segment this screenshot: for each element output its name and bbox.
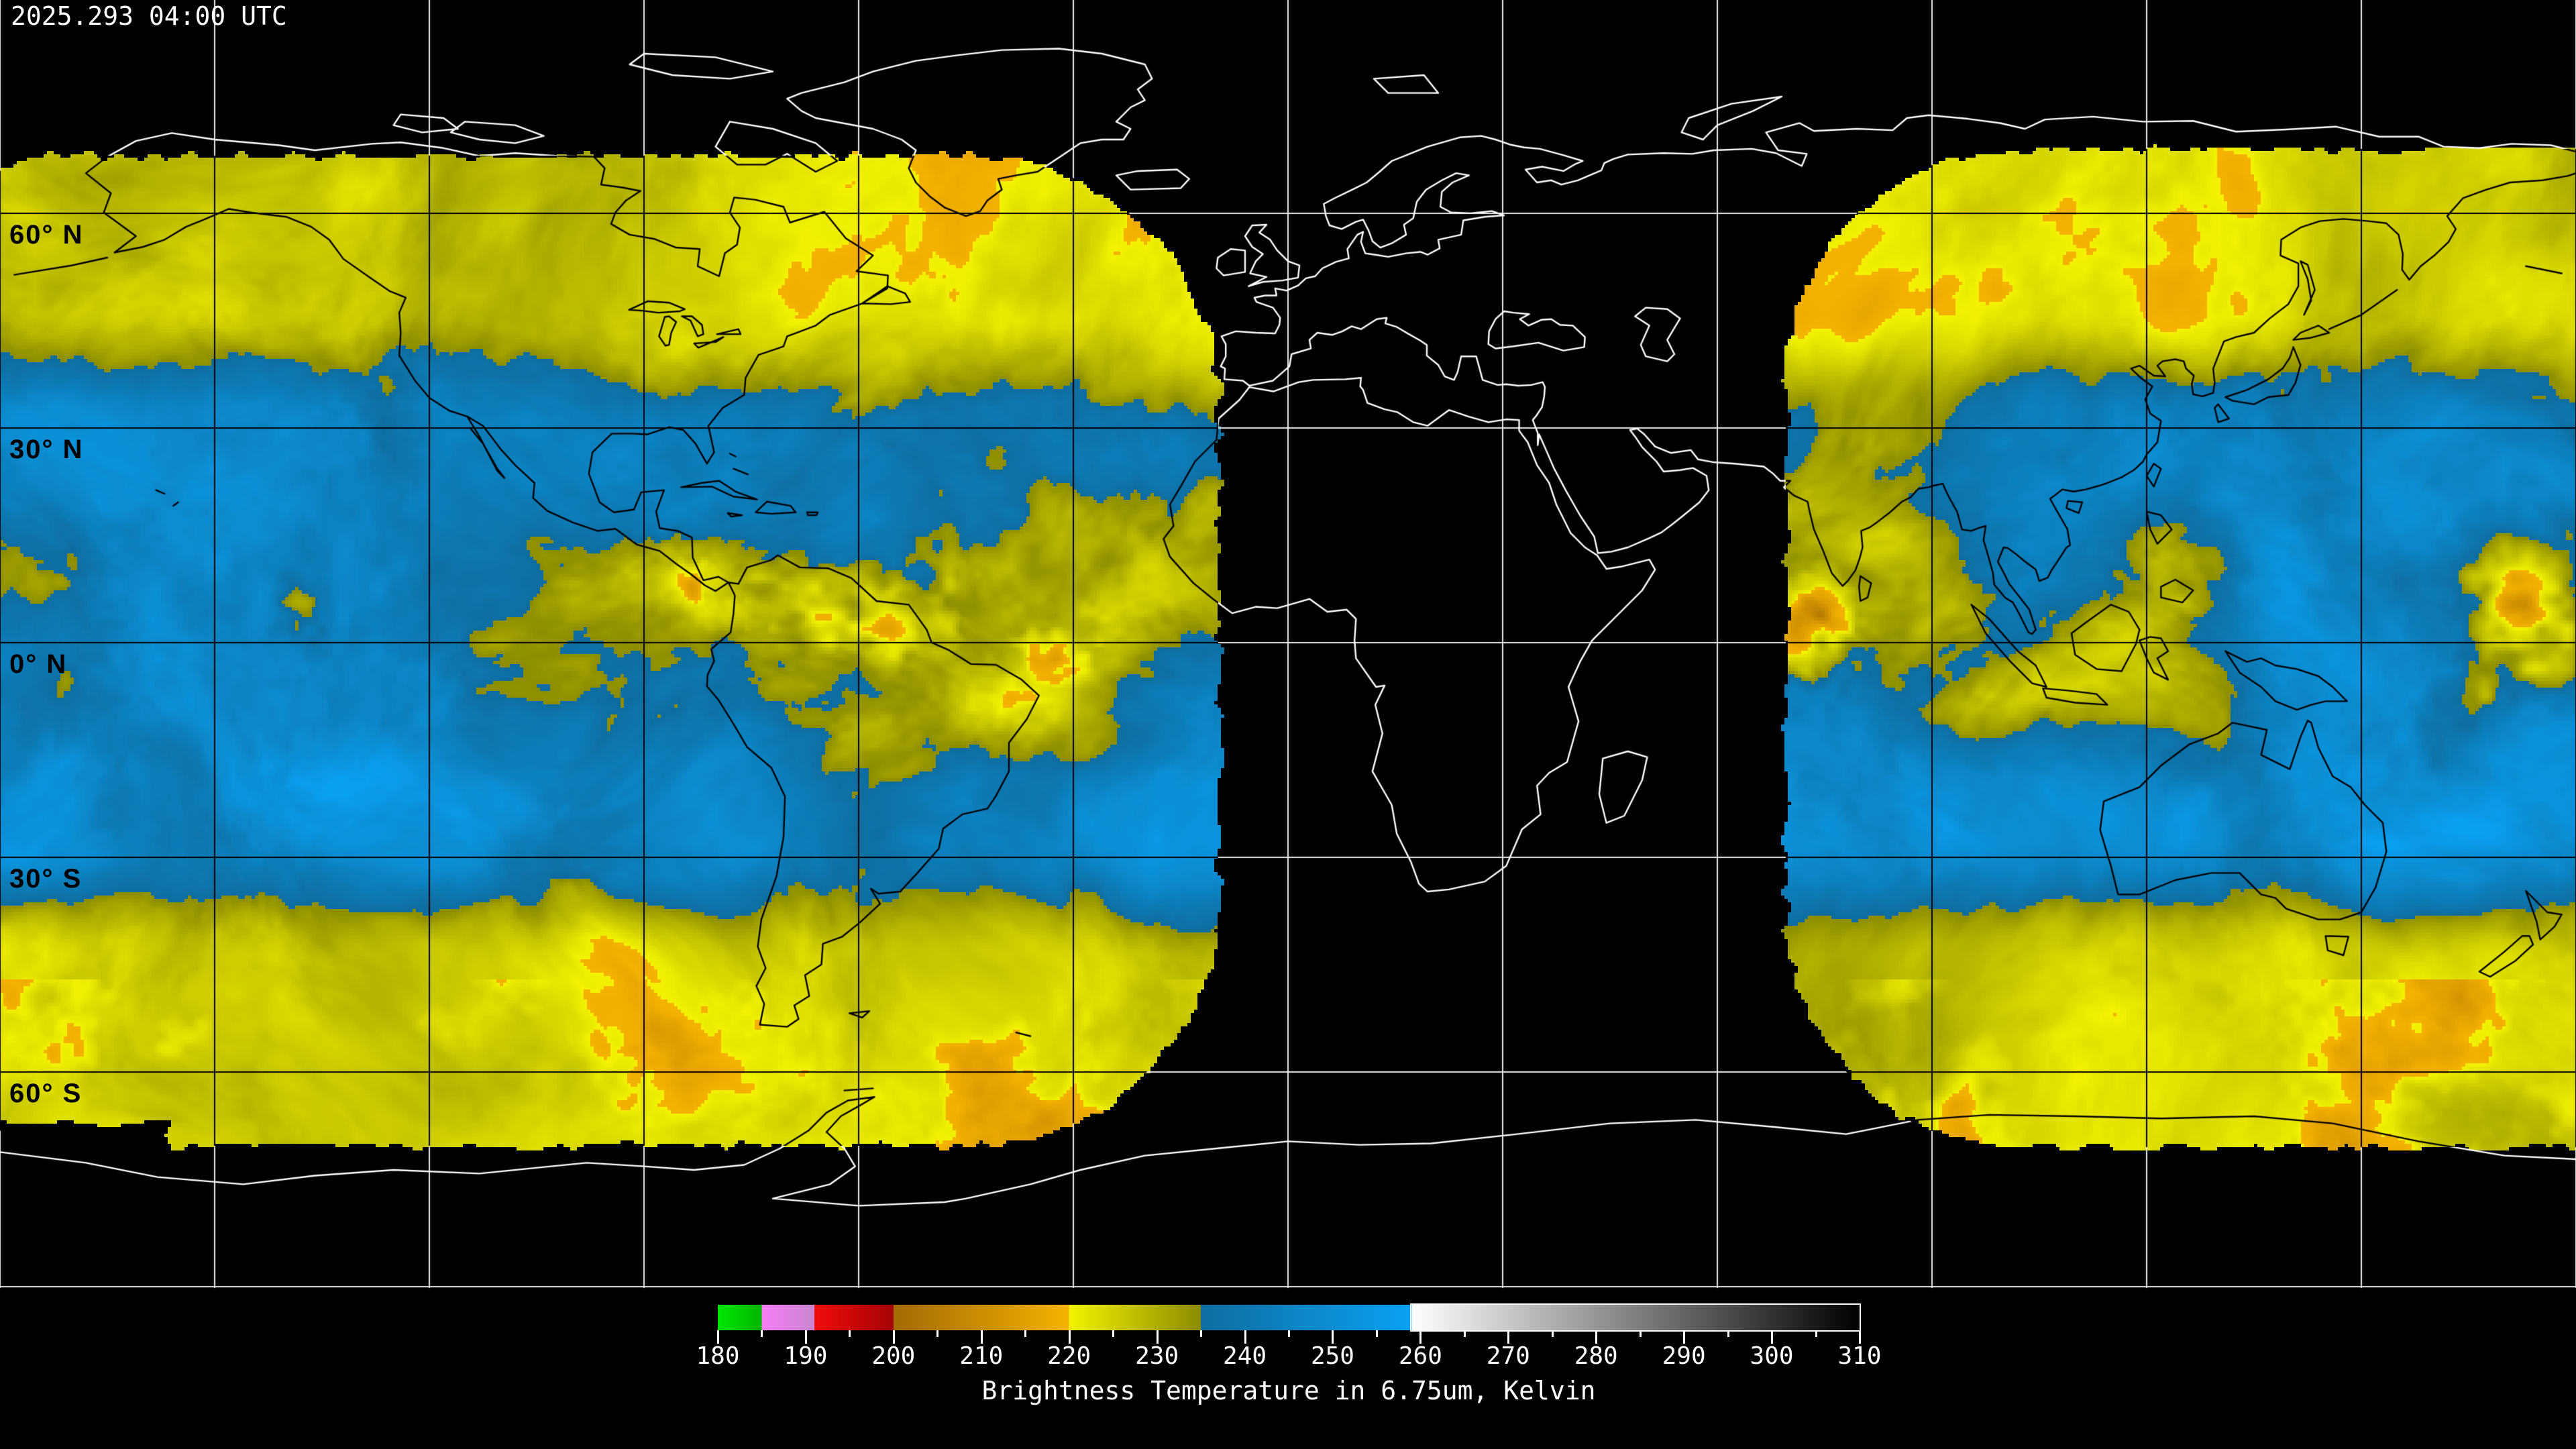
colorbar-tick	[761, 1330, 763, 1337]
colorbar-tick	[1859, 1330, 1861, 1344]
colorbar-tick-label: 300	[1750, 1342, 1794, 1370]
colorbar-tick	[1200, 1330, 1203, 1337]
colorbar-tick	[1332, 1330, 1334, 1344]
colorbar-tick-label: 220	[1047, 1342, 1091, 1370]
latitude-label: 0° N	[9, 649, 68, 679]
colorbar-tick-label: 260	[1398, 1342, 1442, 1370]
colorbar-tick	[980, 1330, 983, 1344]
colorbar-tick	[1463, 1330, 1466, 1337]
colorbar-tick-label: 290	[1662, 1342, 1706, 1370]
latitude-label: 60° N	[9, 220, 84, 250]
colorbar-tick	[1551, 1330, 1554, 1337]
colorbar-tick	[1112, 1330, 1115, 1337]
colorbar-tick	[1815, 1330, 1817, 1337]
colorbar-tick	[849, 1330, 851, 1337]
colorbar-tick	[1727, 1330, 1729, 1337]
colorbar-tick	[1683, 1330, 1686, 1344]
colorbar-tick	[1771, 1330, 1774, 1344]
colorbar-tick-label: 230	[1135, 1342, 1179, 1370]
colorbar-tick	[1024, 1330, 1027, 1337]
colorbar-tick	[936, 1330, 939, 1337]
colorbar-tick-label: 280	[1574, 1342, 1618, 1370]
colorbar-tick-label: 270	[1486, 1342, 1530, 1370]
colorbar-tick	[1244, 1330, 1246, 1344]
colorbar-tick-label: 180	[696, 1342, 740, 1370]
colorbar-tick	[717, 1330, 719, 1344]
colorbar-tick	[1068, 1330, 1071, 1344]
colorbar-tick	[1375, 1330, 1378, 1337]
colorbar-tick	[1288, 1330, 1290, 1337]
colorbar-tick-label: 310	[1837, 1342, 1882, 1370]
latitude-label: 60° S	[9, 1079, 83, 1108]
colorbar-tick-label: 210	[959, 1342, 1004, 1370]
colorbar-tick	[1595, 1330, 1598, 1344]
colorbar-caption: Brightness Temperature in 6.75um, Kelvin	[981, 1376, 1596, 1405]
colorbar-tick-label: 250	[1310, 1342, 1354, 1370]
colorbar-tick-label: 200	[871, 1342, 916, 1370]
latitude-label: 30° N	[9, 435, 84, 464]
colorbar-tick-label: 240	[1223, 1342, 1267, 1370]
colorbar-gradient	[718, 1305, 1860, 1330]
timestamp-label: 2025.293 04:00 UTC	[11, 1, 287, 31]
colorbar-tick	[1156, 1330, 1159, 1344]
colorbar-tick-label: 190	[784, 1342, 828, 1370]
colorbar-tick	[804, 1330, 807, 1344]
colorbar-tick	[892, 1330, 895, 1344]
colorbar-tick	[1419, 1330, 1422, 1344]
colorbar-tick	[1507, 1330, 1510, 1344]
colorbar-tick	[1639, 1330, 1642, 1337]
colorbar: 180 190 200 210 220 230 240 250 260 270 280 290 300 3…	[696, 1303, 1882, 1405]
colorbar-grayscale-outline	[1410, 1303, 1861, 1332]
latitude-label: 30° S	[9, 864, 83, 894]
